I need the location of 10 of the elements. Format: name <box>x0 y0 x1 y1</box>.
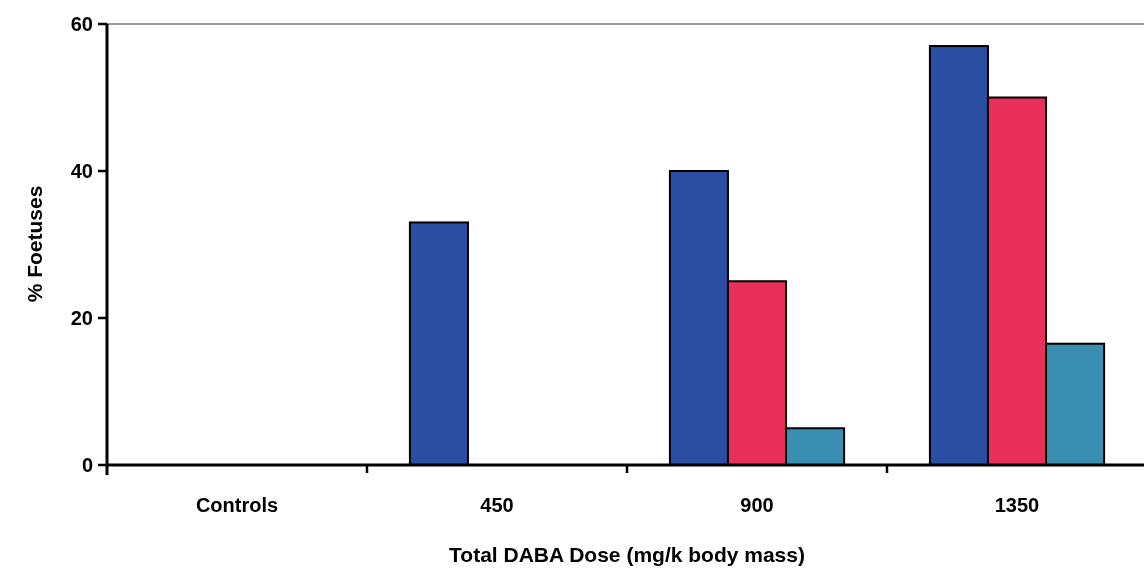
x-tick-label: 450 <box>480 494 514 516</box>
x-axis-title: Total DABA Dose (mg/k body mass) <box>449 543 805 566</box>
x-tick-label: 1350 <box>994 494 1040 516</box>
y-tick-label: 40 <box>70 160 93 182</box>
y-tick-label: 20 <box>70 307 93 329</box>
y-tick-label: 60 <box>70 13 93 35</box>
y-axis-title: % Foetuses <box>23 185 46 303</box>
x-tick-label: 900 <box>740 494 774 516</box>
x-tick-label: Controls <box>195 494 279 516</box>
y-tick-label: 0 <box>81 454 93 476</box>
